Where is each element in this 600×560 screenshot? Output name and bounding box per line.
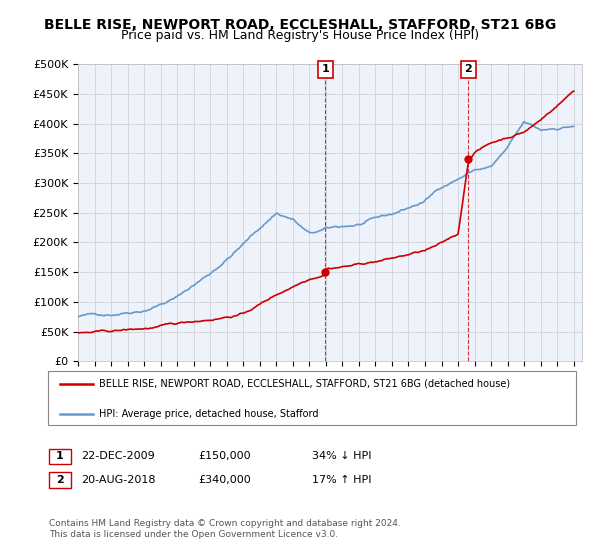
Text: 1: 1 — [322, 64, 329, 74]
Text: £150,000: £150,000 — [198, 451, 251, 461]
Text: Contains HM Land Registry data © Crown copyright and database right 2024.
This d: Contains HM Land Registry data © Crown c… — [49, 519, 401, 539]
Text: 2: 2 — [56, 475, 64, 485]
Text: 20-AUG-2018: 20-AUG-2018 — [81, 475, 155, 485]
Text: 34% ↓ HPI: 34% ↓ HPI — [312, 451, 371, 461]
Text: HPI: Average price, detached house, Stafford: HPI: Average price, detached house, Staf… — [99, 409, 319, 419]
Text: 1: 1 — [56, 451, 64, 461]
Text: Price paid vs. HM Land Registry's House Price Index (HPI): Price paid vs. HM Land Registry's House … — [121, 29, 479, 42]
Text: £340,000: £340,000 — [198, 475, 251, 485]
Text: BELLE RISE, NEWPORT ROAD, ECCLESHALL, STAFFORD, ST21 6BG: BELLE RISE, NEWPORT ROAD, ECCLESHALL, ST… — [44, 18, 556, 32]
Text: 22-DEC-2009: 22-DEC-2009 — [81, 451, 155, 461]
Text: 17% ↑ HPI: 17% ↑ HPI — [312, 475, 371, 485]
Text: BELLE RISE, NEWPORT ROAD, ECCLESHALL, STAFFORD, ST21 6BG (detached house): BELLE RISE, NEWPORT ROAD, ECCLESHALL, ST… — [99, 379, 510, 389]
Text: 2: 2 — [464, 64, 472, 74]
